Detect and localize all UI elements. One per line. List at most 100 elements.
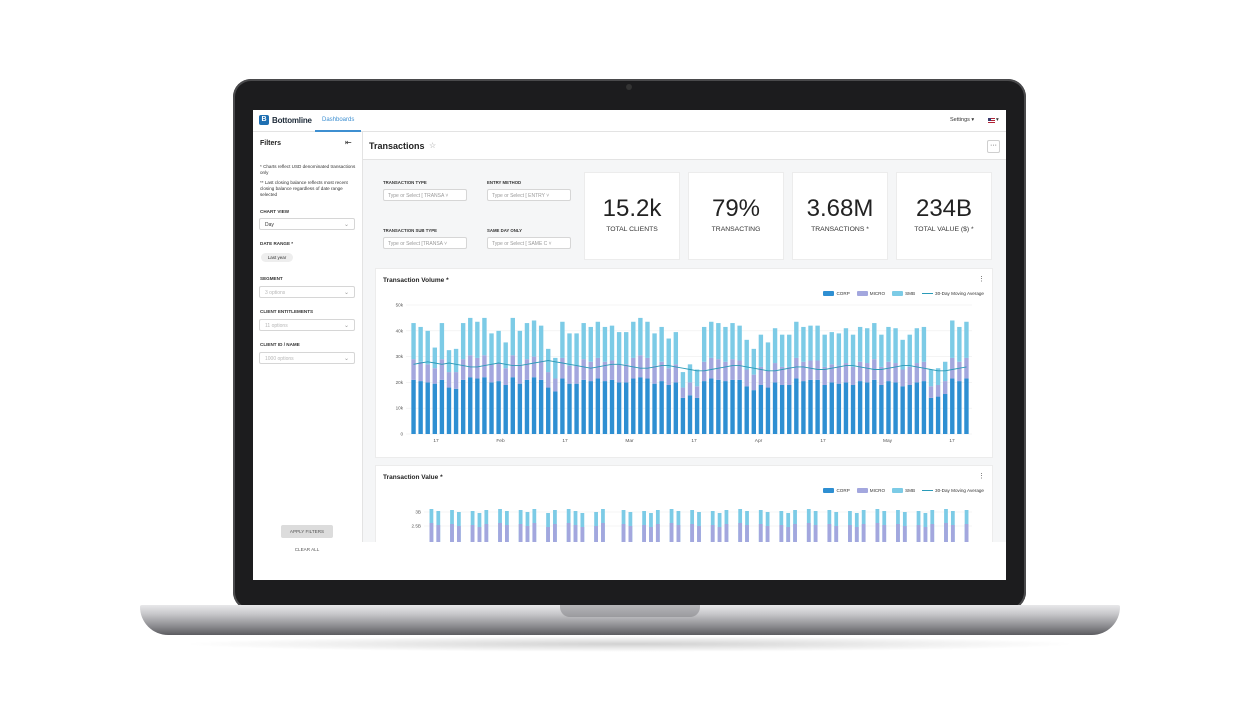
transaction-filters: TRANSACTION TYPE Type or Select [ TRANSA… (375, 172, 581, 260)
bar-micro (609, 360, 615, 380)
bar-smb (815, 325, 820, 361)
bar-micro (669, 523, 674, 542)
bar-smb (496, 330, 501, 364)
apply-filters-button[interactable]: APPLY FILTERS (281, 525, 333, 538)
clear-all-button[interactable]: CLEAR ALL (294, 547, 320, 552)
more-options-button[interactable]: ··· (987, 140, 1000, 153)
settings-menu[interactable]: Settings ▾ (950, 117, 975, 123)
legend-corp[interactable]: CORP (823, 488, 850, 493)
chevron-down-icon: ⌄ (343, 323, 349, 329)
bar-smb (468, 317, 473, 356)
bar-micro (546, 527, 550, 542)
transaction-type-label: TRANSACTION TYPE (383, 180, 427, 185)
x-tick-label: 17 (949, 438, 955, 444)
bar-micro (738, 523, 743, 542)
bar-smb (475, 321, 480, 358)
bar-smb (964, 321, 969, 358)
bar-micro (621, 524, 626, 542)
bar-corp (808, 379, 813, 434)
legend-swatch (856, 488, 868, 493)
bar-micro (857, 361, 863, 382)
bar-corp (843, 382, 849, 434)
bar-smb (723, 326, 728, 362)
bar-corp (836, 383, 842, 434)
client-id-select[interactable]: 1000 options ⌄ (259, 352, 355, 364)
bar-smb (503, 342, 508, 369)
bar-micro (439, 359, 445, 380)
bar-corp (602, 381, 608, 434)
bar-micro (723, 361, 728, 382)
date-range-chip[interactable]: Last year (261, 253, 293, 262)
client-entitlements-select[interactable]: 11 options ⌄ (259, 319, 355, 331)
bar-corp (758, 384, 764, 434)
x-tick-label: 17 (562, 438, 568, 444)
bar-smb (921, 326, 927, 362)
y-tick-label: 10k (396, 406, 404, 411)
bar-corp (631, 378, 636, 434)
bar-smb (872, 323, 877, 360)
bar-micro (843, 363, 849, 383)
bar-corp (950, 378, 955, 434)
bar-corp (794, 378, 799, 434)
transaction-type-select[interactable]: Type or Select [ TRANSA ˅ (383, 189, 467, 201)
bar-micro (914, 363, 920, 383)
bar-micro (779, 366, 785, 385)
bar-corp (517, 383, 523, 434)
bar-smb (489, 333, 494, 365)
kpi-label: TRANSACTING (711, 226, 761, 233)
bar-micro (701, 361, 707, 382)
bar-corp (432, 383, 438, 434)
kpi-value: 79% (711, 195, 761, 222)
bar-micro (518, 524, 523, 542)
chart-legend: CORP MICRO SMB 30-Day Moving Average (823, 291, 984, 296)
entry-method-label: ENTRY METHOD (487, 180, 522, 185)
legend-moving-average[interactable]: 30-Day Moving Average (922, 488, 984, 493)
chart-menu-icon[interactable]: ⋮ (978, 473, 985, 480)
chart-menu-icon[interactable]: ⋮ (978, 276, 985, 283)
bar-corp (857, 381, 863, 434)
legend-swatch (922, 490, 934, 491)
bar-micro (503, 368, 508, 385)
bar-smb (801, 326, 806, 362)
legend-smb[interactable]: SMB (892, 488, 915, 493)
bar-corp (624, 382, 629, 434)
bar-smb (737, 325, 742, 361)
brand-logo[interactable]: B Bottomline (259, 115, 312, 125)
kpi-label: TOTAL VALUE ($) * (914, 226, 974, 233)
collapse-left-icon[interactable]: ⇤ (345, 138, 352, 147)
top-bar: B Bottomline Dashboards Settings ▾ ▾ (253, 110, 1006, 132)
segment-label: SEGMENT (260, 276, 283, 281)
brand-name: Bottomline (272, 115, 312, 125)
legend-moving-average[interactable]: 30-Day Moving Average (922, 291, 984, 296)
legend-smb[interactable]: SMB (892, 291, 915, 296)
star-icon[interactable]: ☆ (429, 141, 437, 150)
entry-method-select[interactable]: Type or Select [ ENTRY ˅ (487, 189, 571, 201)
bar-corp (850, 384, 856, 434)
legend-micro[interactable]: MICRO (856, 488, 885, 493)
bar-micro (411, 359, 416, 380)
locale-menu[interactable]: ▾ (988, 117, 999, 123)
bar-corp (744, 386, 749, 434)
segment-select[interactable]: 3 options ⌄ (259, 286, 355, 298)
bar-micro (822, 366, 827, 385)
same-day-only-select[interactable]: Type or Select [ SAME C ˅ (487, 237, 571, 249)
tab-dashboards[interactable]: Dashboards (315, 110, 362, 132)
bar-corp (709, 378, 714, 434)
legend-corp[interactable]: CORP (823, 291, 850, 296)
bar-smb (857, 326, 863, 362)
bar-micro (694, 386, 700, 398)
legend-label: 30-Day Moving Average (935, 291, 984, 296)
bar-micro (745, 525, 749, 542)
bar-smb (624, 332, 629, 365)
transaction-sub-type-select[interactable]: Type or Select [TRANSA ˅ (383, 237, 467, 249)
chart-view-select[interactable]: Day ⌄ (259, 218, 355, 230)
bar-corp (942, 394, 948, 434)
legend-label: CORP (836, 488, 850, 493)
bar-smb (411, 323, 416, 360)
bar-micro (808, 360, 813, 380)
bar-micro (631, 357, 636, 379)
bar-smb (517, 330, 523, 365)
bar-micro (882, 525, 887, 542)
bar-micro (460, 359, 466, 380)
legend-micro[interactable]: MICRO (856, 291, 885, 296)
